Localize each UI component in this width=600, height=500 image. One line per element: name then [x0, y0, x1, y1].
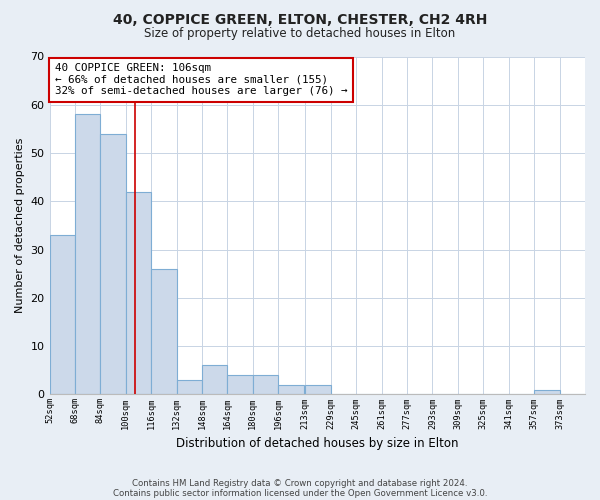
Bar: [151, 269, 176, 394]
Text: Contains public sector information licensed under the Open Government Licence v3: Contains public sector information licen…: [113, 488, 487, 498]
Bar: [253, 375, 278, 394]
Text: Contains HM Land Registry data © Crown copyright and database right 2024.: Contains HM Land Registry data © Crown c…: [132, 478, 468, 488]
Bar: [534, 390, 560, 394]
Bar: [278, 384, 304, 394]
Bar: [176, 380, 202, 394]
Bar: [126, 192, 151, 394]
Bar: [202, 366, 227, 394]
Text: 40, COPPICE GREEN, ELTON, CHESTER, CH2 4RH: 40, COPPICE GREEN, ELTON, CHESTER, CH2 4…: [113, 12, 487, 26]
Bar: [227, 375, 253, 394]
Text: Size of property relative to detached houses in Elton: Size of property relative to detached ho…: [145, 28, 455, 40]
Bar: [305, 384, 331, 394]
X-axis label: Distribution of detached houses by size in Elton: Distribution of detached houses by size …: [176, 437, 458, 450]
Bar: [75, 114, 100, 394]
Text: 40 COPPICE GREEN: 106sqm
← 66% of detached houses are smaller (155)
32% of semi-: 40 COPPICE GREEN: 106sqm ← 66% of detach…: [55, 64, 347, 96]
Y-axis label: Number of detached properties: Number of detached properties: [15, 138, 25, 313]
Bar: [50, 235, 75, 394]
Bar: [100, 134, 126, 394]
